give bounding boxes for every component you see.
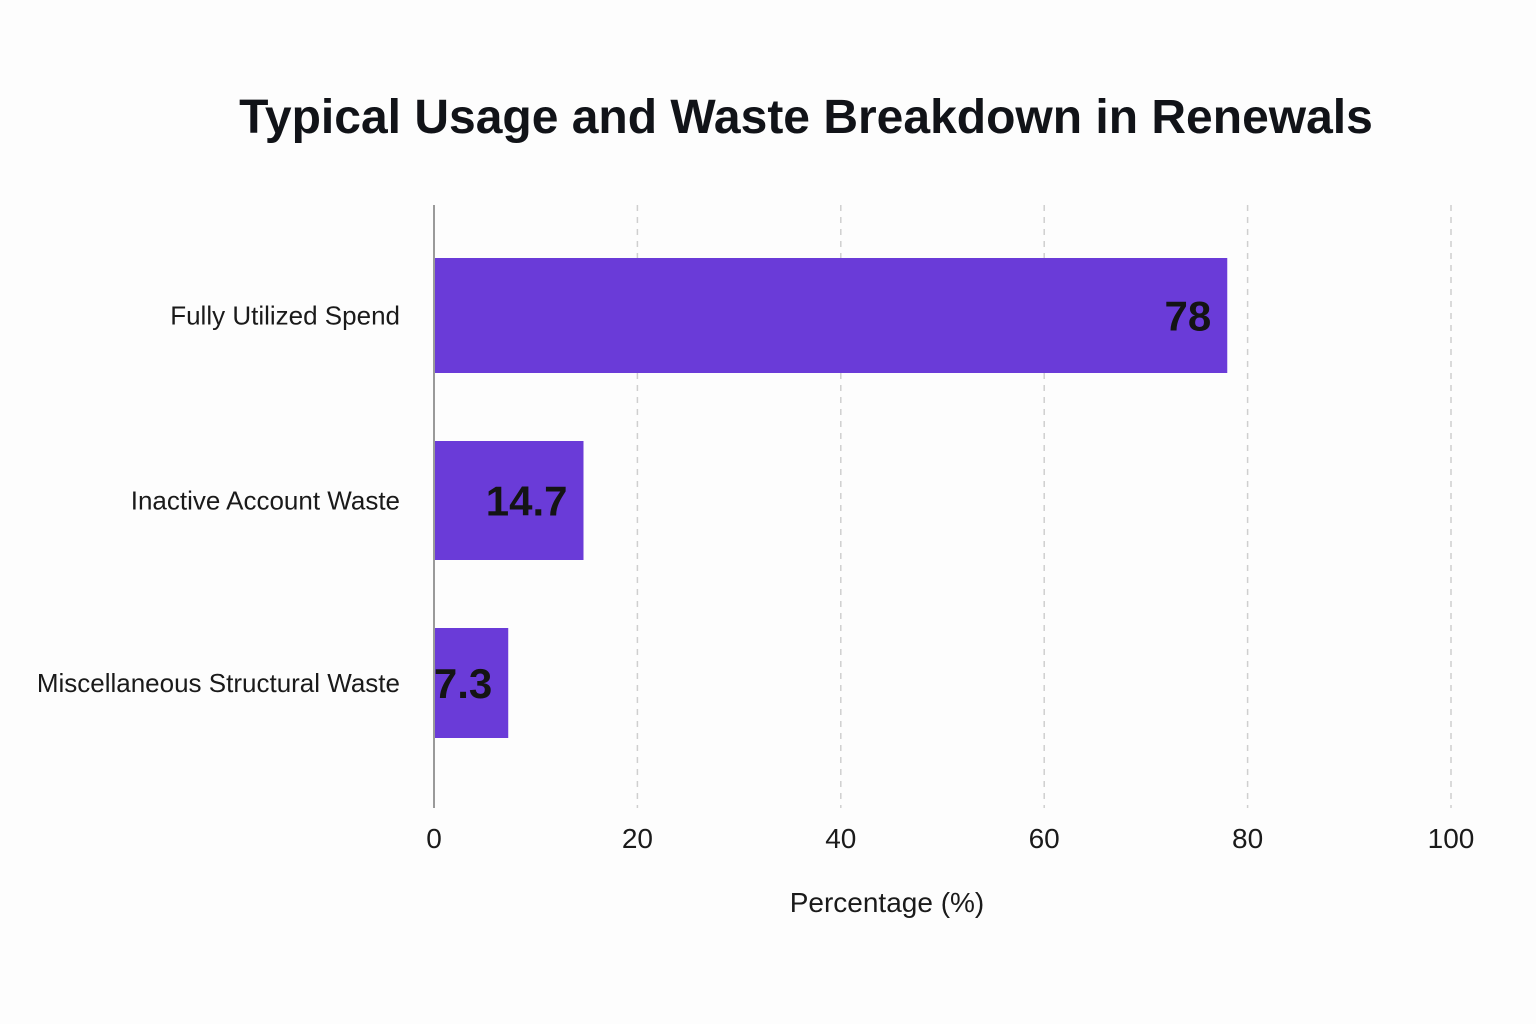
category-label-2: Miscellaneous Structural Waste [37,668,400,698]
bar-1 [434,441,584,560]
category-label-0: Fully Utilized Spend [170,301,400,331]
bar-value-label-0: 78 [1165,293,1212,340]
x-tick-80: 80 [1232,823,1263,854]
category-labels: Fully Utilized Spend Inactive Account Was… [37,301,400,699]
category-label-1: Inactive Account Waste [131,486,400,516]
chart-title: Typical Usage and Waste Breakdown in Ren… [239,91,1373,144]
bar-value-label-1: 14.7 [486,478,568,525]
x-tick-labels: 0 20 40 60 80 100 [426,823,1474,854]
x-axis-title: Percentage (%) [790,887,985,918]
x-tick-100: 100 [1428,823,1475,854]
bar-2 [434,628,509,738]
bar-0 [434,258,1228,373]
bars-group: 78 14.7 7.3 [434,258,1228,738]
x-tick-60: 60 [1029,823,1060,854]
bar-value-label-2: 7.3 [434,660,492,707]
x-tick-40: 40 [825,823,856,854]
x-tick-0: 0 [426,823,442,854]
x-tick-20: 20 [622,823,653,854]
